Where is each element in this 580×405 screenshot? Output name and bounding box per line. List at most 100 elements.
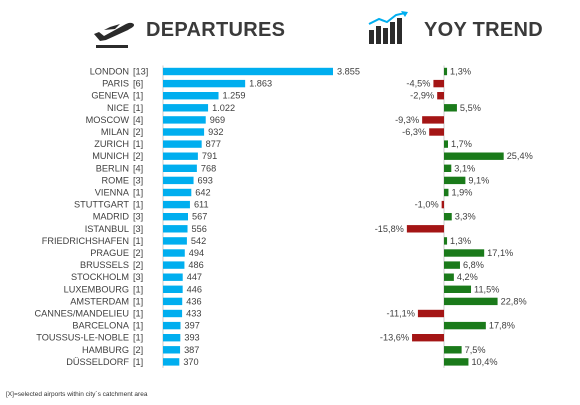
city-label-london: LONDON bbox=[90, 67, 129, 77]
yoy-value-munich: 25,4% bbox=[507, 151, 533, 161]
departures-bar-hamburg bbox=[163, 346, 181, 354]
city-label-stockholm: STOCKHOLM bbox=[71, 272, 129, 282]
yoy-value-nice: 5,5% bbox=[460, 103, 481, 113]
departures-value-paris: 1.863 bbox=[249, 79, 272, 89]
yoy-bar-toussus-le-noble bbox=[412, 334, 444, 342]
departures-bar-amsterdam bbox=[163, 297, 183, 306]
yoy-value-barcelona: 17,8% bbox=[489, 321, 515, 331]
departures-bar-cannes-mandelieu bbox=[163, 309, 183, 318]
city-label-friedrichshafen: FRIEDRICHSHAFEN bbox=[42, 236, 129, 246]
departures-bar-barcelona bbox=[163, 321, 181, 330]
departures-bar-milan bbox=[163, 128, 205, 136]
departures-title: DEPARTURES bbox=[146, 19, 286, 41]
yoy-value-paris: -4,5% bbox=[406, 79, 430, 89]
yoy-value-stockholm: 4,2% bbox=[457, 272, 478, 282]
departures-bar-madrid bbox=[163, 213, 189, 221]
airport-count-berlin: [4] bbox=[133, 163, 143, 173]
yoy-value-cannes-mandelieu: -11,1% bbox=[386, 309, 414, 319]
departures-bar-stockholm bbox=[163, 273, 183, 281]
departures-bar-brussels bbox=[163, 261, 185, 269]
airport-count-cannes-mandelieu: [1] bbox=[133, 309, 143, 319]
yoy-bar-zurich bbox=[444, 140, 448, 148]
departures-value-nice: 1.022 bbox=[212, 103, 235, 113]
yoy-bar-d-sseldorf bbox=[444, 358, 469, 366]
airport-count-prague: [2] bbox=[133, 248, 143, 258]
yoy-bar-cannes-mandelieu bbox=[417, 309, 444, 318]
departures-value-amsterdam: 436 bbox=[186, 296, 201, 306]
departures-bar-rome bbox=[163, 176, 194, 185]
airport-count-d-sseldorf: [1] bbox=[133, 357, 143, 367]
departures-value-barcelona: 397 bbox=[185, 321, 200, 331]
city-label-paris: PARIS bbox=[102, 79, 129, 89]
airport-count-barcelona: [1] bbox=[133, 321, 143, 331]
departures-value-moscow: 969 bbox=[210, 115, 225, 125]
airport-count-rome: [3] bbox=[133, 175, 143, 185]
city-label-madrid: MADRID bbox=[93, 212, 130, 222]
departures-bar-zurich bbox=[163, 140, 202, 148]
departures-bar-stuttgart bbox=[163, 200, 190, 209]
departures-bar-luxembourg bbox=[163, 285, 183, 293]
departures-bar-london bbox=[163, 67, 333, 76]
city-label-prague: PRAGUE bbox=[90, 248, 129, 258]
city-label-rome: ROME bbox=[101, 175, 129, 185]
yoy-bar-berlin bbox=[444, 164, 452, 172]
airport-count-luxembourg: [1] bbox=[133, 284, 143, 294]
yoy-bar-barcelona bbox=[444, 321, 486, 330]
yoy-bar-amsterdam bbox=[444, 297, 498, 306]
yoy-value-berlin: 3,1% bbox=[454, 163, 475, 173]
city-label-moscow: MOSCOW bbox=[86, 115, 130, 125]
yoy-value-istanbul: -15,8% bbox=[375, 224, 404, 234]
airport-count-vienna: [1] bbox=[133, 188, 143, 198]
departures-value-hamburg: 387 bbox=[184, 345, 199, 355]
yoy-value-friedrichshafen: 1,3% bbox=[450, 236, 471, 246]
airport-count-toussus-le-noble: [1] bbox=[133, 333, 143, 343]
departures-bar-munich bbox=[163, 152, 198, 160]
airport-count-paris: [6] bbox=[133, 79, 143, 89]
departures-value-milan: 932 bbox=[208, 127, 223, 137]
yoy-bar-friedrichshafen bbox=[444, 237, 448, 245]
city-label-toussus-le-noble: TOUSSUS-LE-NOBLE bbox=[36, 333, 129, 343]
city-label-hamburg: HAMBURG bbox=[82, 345, 129, 355]
yoy-value-moscow: -9,3% bbox=[395, 115, 419, 125]
city-label-zurich: ZURICH bbox=[94, 139, 129, 149]
airport-count-istanbul: [3] bbox=[133, 224, 143, 234]
yoy-bar-stockholm bbox=[444, 273, 454, 281]
departures-value-d-sseldorf: 370 bbox=[183, 357, 198, 367]
city-label-nice: NICE bbox=[107, 103, 129, 113]
city-label-istanbul: ISTANBUL bbox=[85, 224, 129, 234]
departures-bar-moscow bbox=[163, 116, 206, 124]
yoy-bar-munich bbox=[444, 152, 504, 160]
yoy-bar-rome bbox=[444, 176, 466, 185]
airport-count-zurich: [1] bbox=[133, 139, 143, 149]
city-label-geneva: GENEVA bbox=[91, 91, 129, 101]
yoy-value-hamburg: 7,5% bbox=[465, 345, 486, 355]
departures-bar-nice bbox=[163, 104, 209, 112]
airport-count-friedrichshafen: [1] bbox=[133, 236, 143, 246]
departures-value-zurich: 877 bbox=[206, 139, 221, 149]
city-label-milan: MILAN bbox=[101, 127, 129, 137]
departures-value-vienna: 642 bbox=[195, 188, 210, 198]
departures-value-madrid: 567 bbox=[192, 212, 207, 222]
airport-count-brussels: [2] bbox=[133, 260, 143, 270]
departures-value-london: 3.855 bbox=[337, 67, 360, 77]
yoy-bar-milan bbox=[429, 128, 444, 136]
city-label-brussels: BRUSSELS bbox=[80, 260, 129, 270]
yoy-bar-brussels bbox=[444, 261, 460, 269]
departures-value-stuttgart: 611 bbox=[194, 200, 209, 210]
departures-bar-geneva bbox=[163, 92, 219, 100]
departures-value-prague: 494 bbox=[189, 248, 204, 258]
airport-count-amsterdam: [1] bbox=[133, 296, 143, 306]
trend-chart-icon bbox=[368, 11, 408, 44]
yoy-bar-paris bbox=[433, 79, 444, 88]
yoy-value-brussels: 6,8% bbox=[463, 260, 484, 270]
departures-bar-istanbul bbox=[163, 225, 188, 233]
yoy-bar-madrid bbox=[444, 213, 452, 221]
yoy-bar-luxembourg bbox=[444, 285, 472, 293]
yoy-value-milan: -6,3% bbox=[402, 127, 426, 137]
city-label-d-sseldorf: DÜSSELDORF bbox=[66, 357, 129, 367]
airport-count-moscow: [4] bbox=[133, 115, 143, 125]
departures-value-cannes-mandelieu: 433 bbox=[186, 309, 201, 319]
yoy-bar-london bbox=[444, 67, 448, 76]
yoy-value-london: 1,3% bbox=[450, 67, 471, 77]
yoy-value-d-sseldorf: 10,4% bbox=[471, 357, 497, 367]
